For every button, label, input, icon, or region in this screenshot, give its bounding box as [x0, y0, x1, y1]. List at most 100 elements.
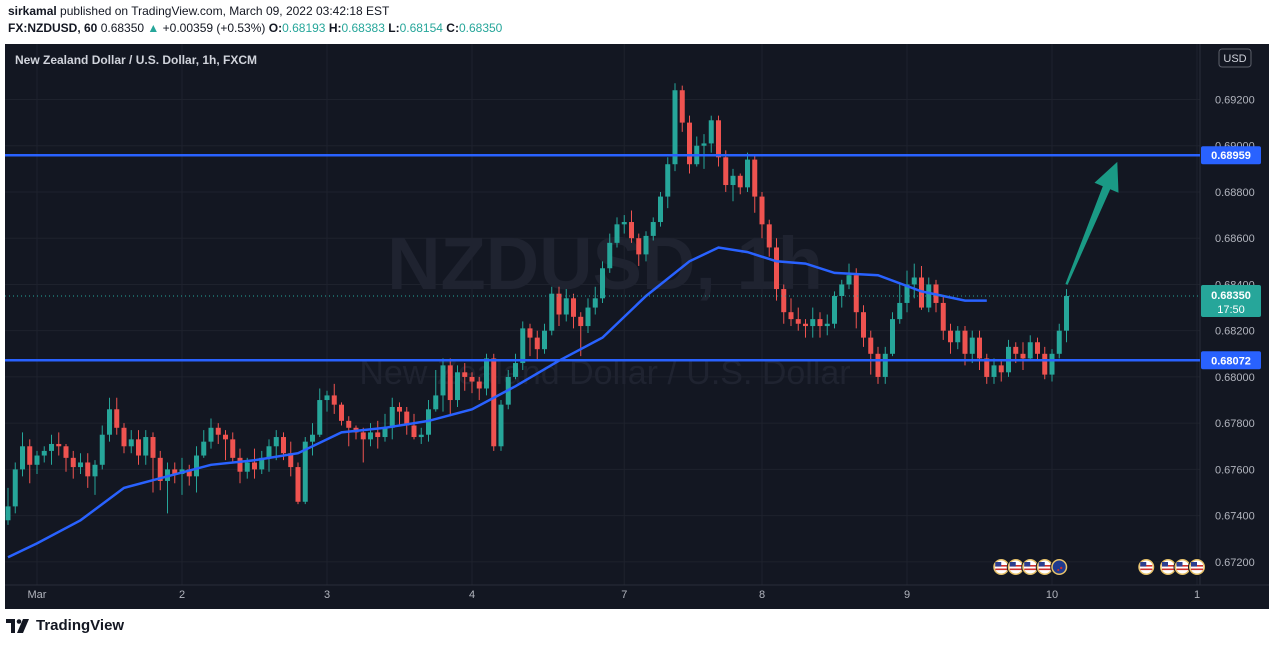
candle-body	[1027, 342, 1033, 359]
candle-body	[571, 298, 576, 317]
candle-body	[237, 457, 243, 472]
candle-body	[621, 222, 627, 225]
us-flag-canton	[1162, 562, 1168, 567]
x-tick-label: 9	[904, 589, 910, 601]
candle-body	[157, 457, 163, 481]
candle-body	[926, 284, 932, 308]
candle-body	[295, 467, 301, 502]
candle-body	[63, 446, 69, 458]
candle-body	[897, 302, 903, 320]
levels: 0.68959 0.68072 0.68350 17:50	[5, 146, 1261, 370]
candle-body	[549, 293, 555, 331]
x-axis: Mar 2 3 4 7 8 9 10 1	[28, 589, 1201, 601]
candle-body	[810, 319, 816, 327]
candle-body	[324, 395, 330, 401]
candle-body	[150, 437, 156, 458]
candle-body	[244, 462, 250, 472]
candle-body	[846, 275, 852, 285]
us-flag-stripe	[1140, 568, 1153, 571]
tradingview-logo-icon[interactable]	[6, 618, 30, 633]
symbol-label: FX:NZDUSD, 60	[8, 21, 98, 35]
candle-body	[404, 411, 410, 426]
publish-line: sirkamal published on TradingView.com, M…	[8, 4, 389, 18]
candle-body	[701, 143, 707, 146]
up-triangle-icon: ▲	[147, 21, 160, 35]
resistance-label: 0.68959	[1211, 150, 1251, 162]
candle-body	[984, 358, 990, 377]
trend-arrow	[1065, 161, 1119, 285]
close-value: 0.68350	[458, 21, 503, 35]
candle-body	[27, 446, 33, 465]
candle-body	[998, 365, 1004, 373]
candle-body	[788, 312, 794, 320]
candle-body	[868, 337, 874, 354]
candle-body	[1013, 346, 1019, 354]
candle-body	[143, 437, 149, 456]
candle-body	[853, 275, 859, 313]
candle-body	[12, 469, 18, 507]
candle-body	[716, 120, 721, 158]
candle-body	[658, 196, 663, 223]
candle-body	[1049, 353, 1055, 375]
candle-body	[592, 298, 598, 308]
candle-body	[462, 372, 468, 377]
candle-body	[128, 439, 134, 447]
ohlc-line: FX:NZDUSD, 60 0.68350 ▲ +0.00359 (+0.53%…	[8, 21, 502, 35]
author-name[interactable]: sirkamal	[8, 4, 57, 18]
change-value: +0.00359 (+0.53%)	[162, 21, 266, 35]
x-tick-label: 7	[621, 589, 627, 601]
candle-body	[817, 319, 823, 327]
event-icons	[992, 558, 1206, 576]
candle-body	[389, 406, 395, 428]
y-tick-label: 0.69200	[1215, 94, 1255, 106]
candle-body	[955, 330, 961, 343]
candle-body	[433, 395, 439, 410]
currency-badge[interactable]: USD	[1218, 48, 1252, 68]
high-value: 0.68383	[341, 21, 385, 35]
candle-body	[49, 443, 54, 451]
low-value: 0.68154	[399, 21, 443, 35]
chart-frame[interactable]: NZDUSD, 1h New Zealand Dollar / U.S. Doll…	[5, 44, 1269, 609]
candle-body	[766, 224, 772, 248]
candle-body	[92, 464, 98, 477]
candle-body	[78, 462, 83, 468]
candle-body	[1035, 342, 1040, 354]
candle-body	[795, 319, 801, 324]
us-flag-canton	[1024, 562, 1031, 567]
currency-label: USD	[1223, 53, 1246, 65]
candle-body	[302, 441, 308, 502]
candle-body	[41, 450, 47, 456]
us-flag-stripe	[1009, 568, 1022, 571]
us-flag-stripe	[1024, 568, 1037, 571]
us-flag-stripe	[1162, 568, 1174, 571]
candle-body	[513, 363, 518, 377]
y-tick-label: 0.68600	[1215, 233, 1255, 245]
last-price-label: 0.68350	[1211, 290, 1251, 302]
candle-body	[259, 457, 265, 470]
support-badge	[1201, 351, 1261, 370]
nz-flag-star	[1057, 569, 1060, 571]
candle-body	[542, 330, 547, 350]
candle-body	[650, 222, 656, 236]
candle-body	[730, 175, 736, 186]
us-flag-stripe	[1191, 568, 1203, 571]
candle-body	[1042, 353, 1048, 375]
us-flag-canton	[1038, 562, 1045, 567]
candle-body	[940, 302, 946, 331]
candle-body	[636, 238, 642, 255]
high-label: H:	[328, 21, 342, 35]
candle-body	[476, 381, 482, 389]
open-value: 0.68193	[282, 21, 326, 35]
moving-average-line	[7, 246, 987, 559]
candle-body	[556, 293, 562, 315]
candle-body	[331, 395, 337, 405]
candle-body	[172, 469, 178, 475]
tradingview-brand[interactable]: TradingView	[36, 617, 125, 634]
candle-body	[447, 365, 453, 401]
candle-body	[774, 247, 779, 290]
candle-body	[85, 462, 91, 477]
candle-body	[56, 443, 62, 447]
candle-body	[737, 175, 743, 188]
candle-body	[839, 284, 845, 297]
